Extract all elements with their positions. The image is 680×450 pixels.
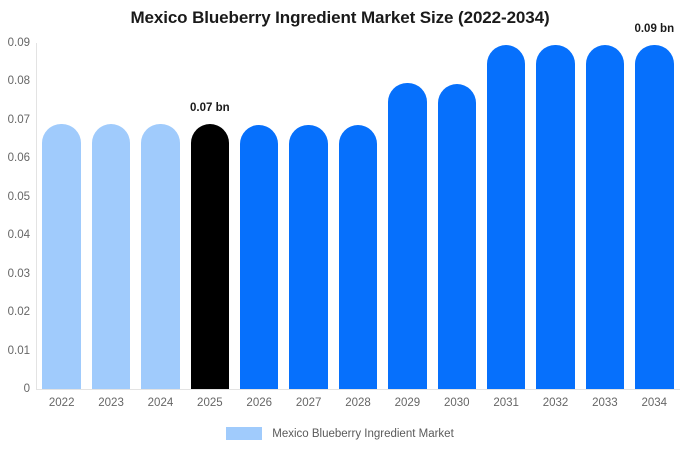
chart-legend: Mexico Blueberry Ingredient Market [0,427,680,440]
bar-2032[interactable] [536,44,575,389]
legend-label: Mexico Blueberry Ingredient Market [272,427,454,440]
bar-2034[interactable] [635,44,674,389]
x-axis-tick-2033: 2033 [592,397,618,409]
y-axis-tick-0.01: 0.01 [7,344,30,357]
x-axis-tick-2032: 2032 [542,397,569,409]
y-axis-tick-0.02: 0.02 [7,306,30,319]
bar-2027[interactable] [289,124,328,389]
legend-swatch [226,427,263,440]
bar-2026[interactable] [239,124,279,389]
y-axis-tick-0.09: 0.09 [7,37,30,49]
x-axis-tick-2027: 2027 [295,397,322,409]
bar-2025[interactable] [190,123,230,389]
y-axis-tick-0.04: 0.04 [7,229,30,242]
y-axis-tick-labels: 0 0.01 0.02 0.03 0.04 0.05 0.06 0.07 0.08 0.09 [0,0,30,450]
bar-2031[interactable] [486,44,526,389]
x-axis-tick-2024: 2024 [147,397,174,409]
chart-title: Mexico Blueberry Ingredient Market Size … [130,8,550,27]
x-axis-tick-2031: 2031 [493,397,519,409]
bar-2022[interactable] [42,123,81,389]
x-axis-tick-2029: 2029 [394,397,421,409]
x-axis-tick-2028: 2028 [345,397,371,409]
bar-annotation-2034: 0.09 bn [634,22,675,35]
bar-2024[interactable] [141,123,180,389]
y-axis-line [36,43,37,389]
x-axis-tick-2025: 2025 [197,397,223,409]
y-axis-tick-0.07: 0.07 [7,113,30,126]
x-axis-tick-2022: 2022 [48,397,75,409]
x-axis-tick-2030: 2030 [443,397,470,409]
x-axis-line [36,389,680,390]
bar-2028[interactable] [338,124,378,389]
bar-2033[interactable] [585,44,625,389]
bar-2023[interactable] [91,123,131,389]
y-axis-tick-0.08: 0.08 [7,75,30,88]
bar-2029[interactable] [388,82,427,389]
y-axis-tick-0: 0 [23,383,30,395]
x-axis-tick-2023: 2023 [98,397,124,409]
y-axis-tick-0.05: 0.05 [7,190,30,203]
x-axis-tick-2034: 2034 [641,397,668,409]
y-axis-tick-0.06: 0.06 [7,152,30,165]
bar-2030[interactable] [437,84,477,389]
bar-annotation-2025: 0.07 bn [190,101,230,114]
y-axis-tick-0.03: 0.03 [7,267,30,280]
x-axis-tick-2026: 2026 [246,397,273,409]
